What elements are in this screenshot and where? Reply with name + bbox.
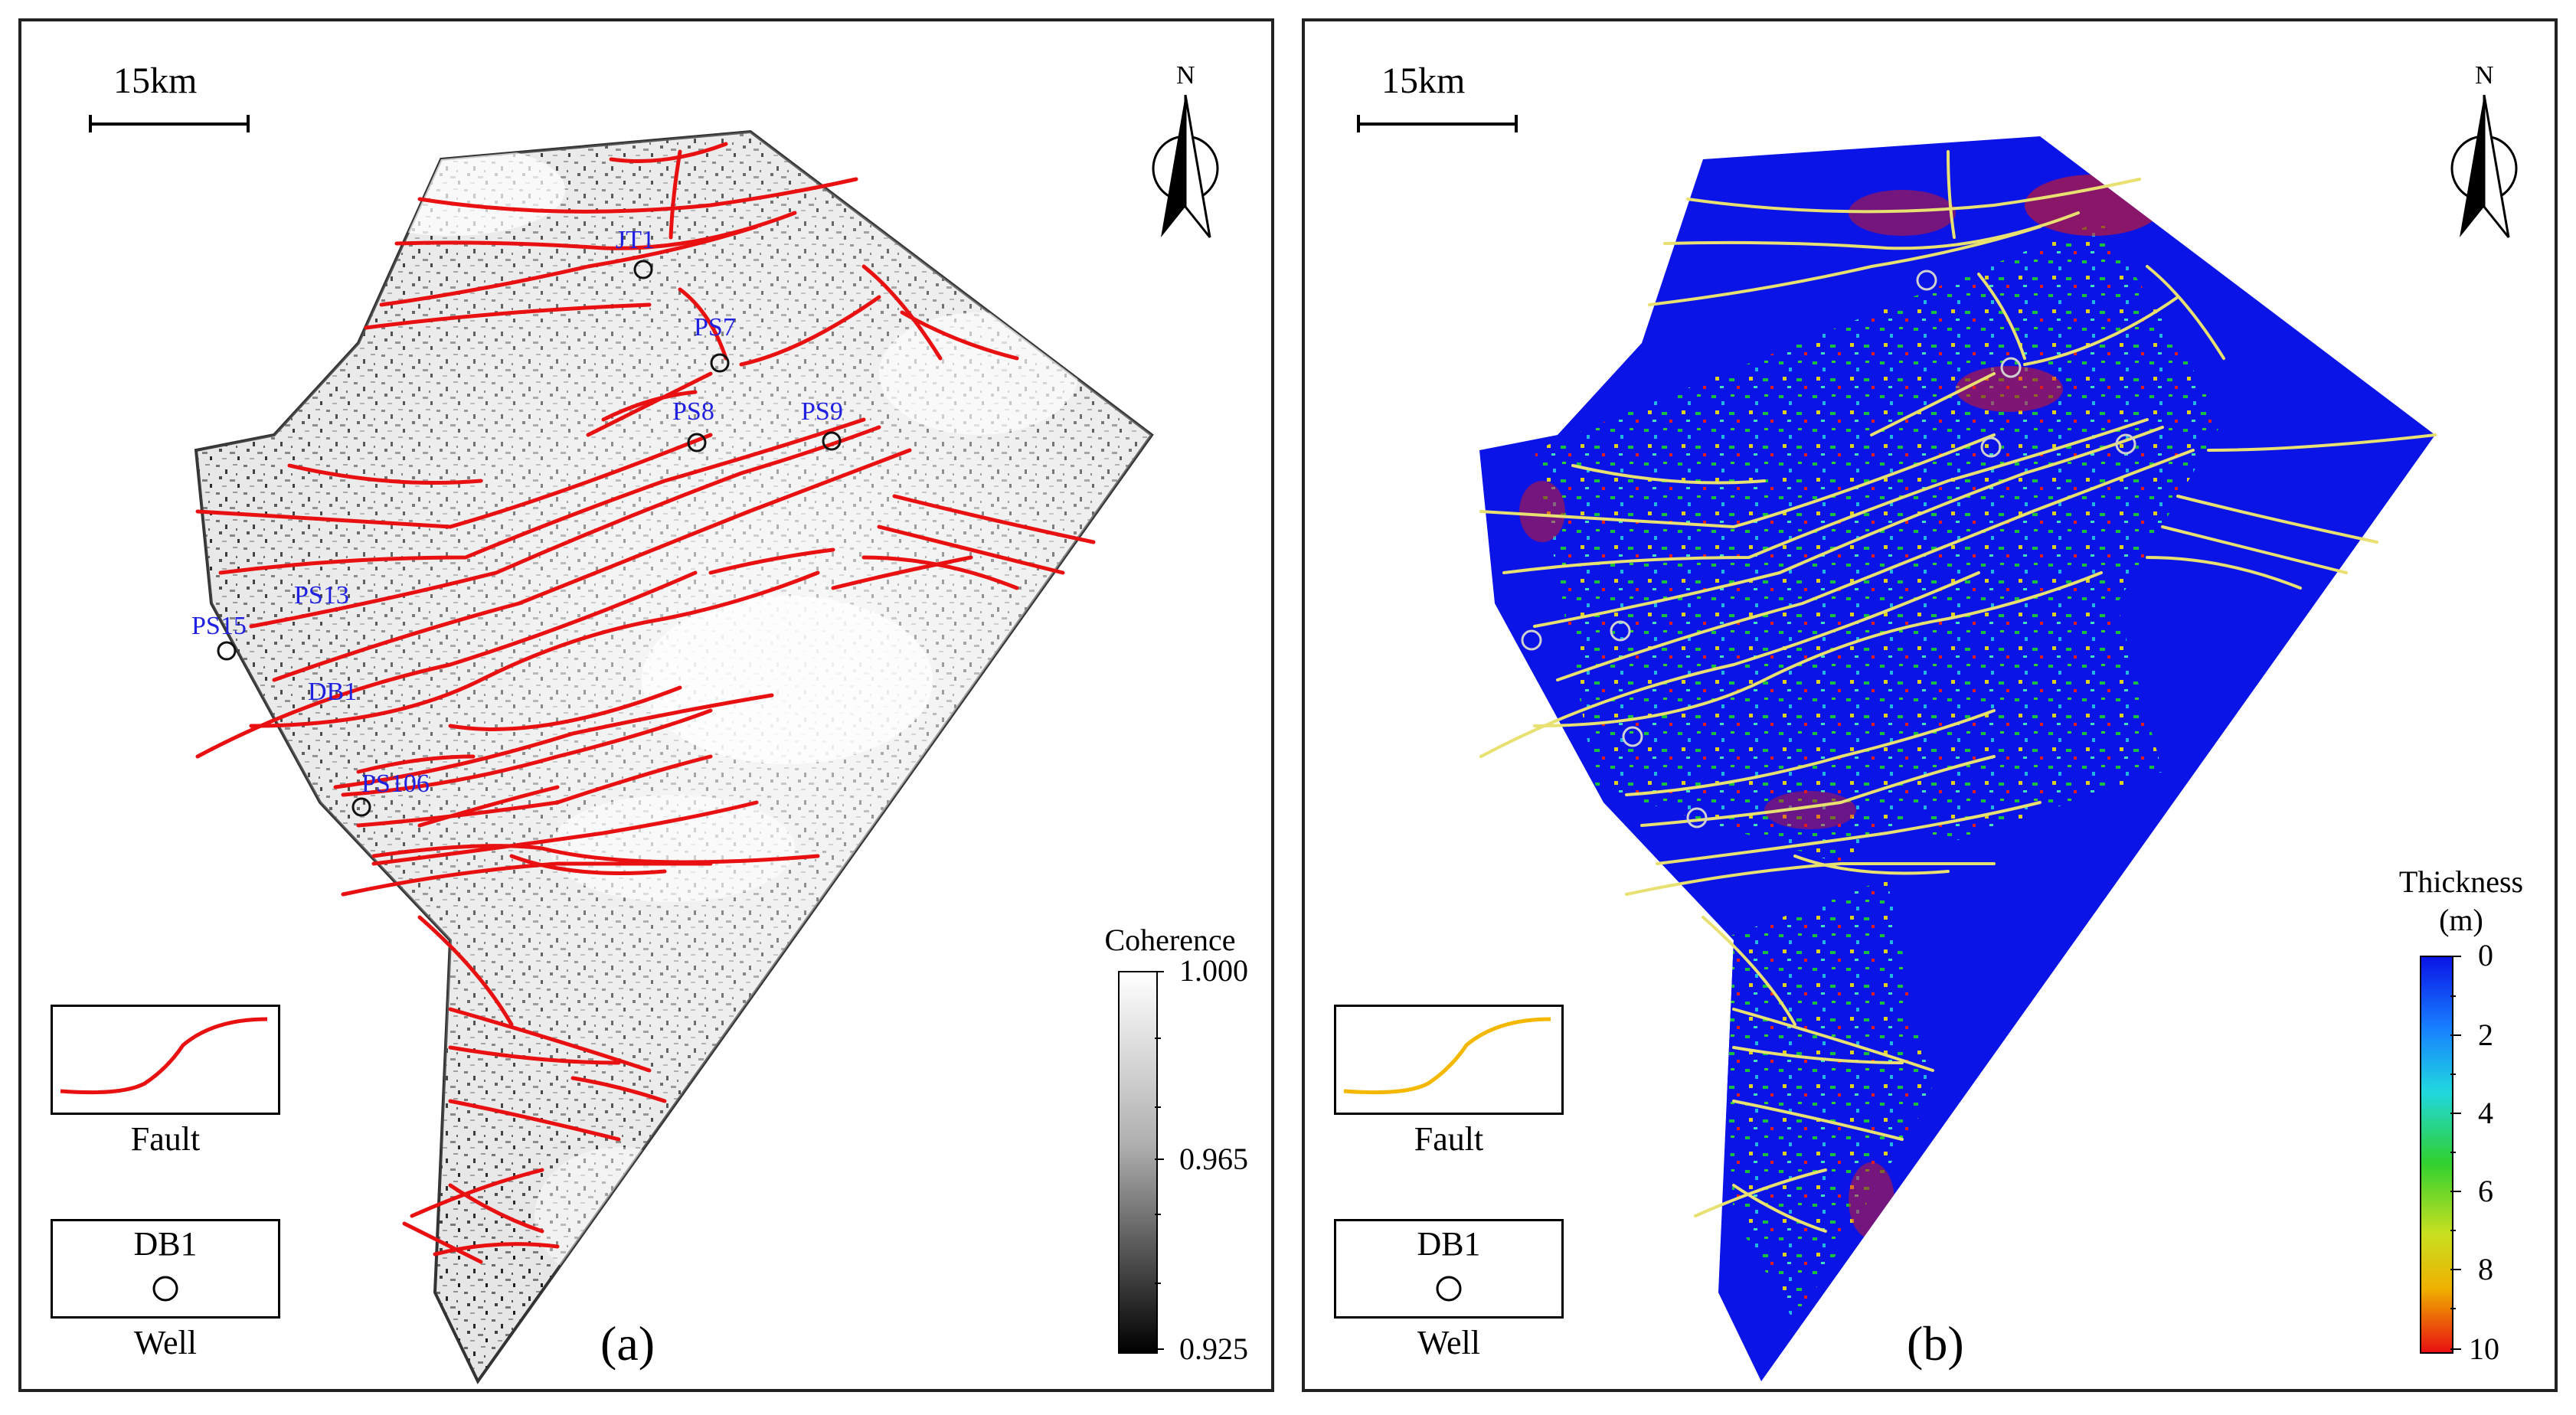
fault-legend-icon <box>1343 1017 1551 1095</box>
coherence-map: JT1 PS7 PS8 PS9 PS13 PS15 DB1 PS106 <box>191 129 1154 1384</box>
scale-bar: 15km <box>1335 60 1535 136</box>
scale-bar: 15km <box>67 60 266 136</box>
panel-a-coherence-map: 15km N <box>18 18 1274 1392</box>
scale-bar-label: 15km <box>1381 60 1466 101</box>
colorbar-title: Thickness <box>2398 864 2524 899</box>
well-labels: JT1 PS7 PS8 PS9 PS13 PS15 DB1 PS106 <box>191 226 843 798</box>
panel-letter: (b) <box>1907 1316 1964 1371</box>
well-label: PS106 <box>361 770 430 798</box>
north-label: N <box>1176 61 1195 90</box>
well-icon <box>152 1276 178 1302</box>
colorbar-tick: 0 <box>2478 938 2493 972</box>
thickness-colorbar <box>2420 956 2453 1354</box>
colorbar-tick: 8 <box>2478 1252 2493 1286</box>
well-marker <box>1622 726 1643 747</box>
coherence-colorbar <box>1118 971 1158 1354</box>
colorbar-tick: 0.965 <box>1179 1142 1248 1176</box>
legend-well-caption: Well <box>1417 1324 1480 1361</box>
well-marker <box>1980 436 2002 458</box>
well-marker <box>633 260 653 279</box>
colorbar-tick: 2 <box>2478 1018 2493 1052</box>
well-marker <box>217 641 237 661</box>
panel-letter: (a) <box>600 1316 655 1371</box>
well-marker <box>1916 270 1937 291</box>
colorbar-unit: (m) <box>2439 903 2483 937</box>
well-label: PS15 <box>191 612 247 640</box>
well-marker <box>710 353 730 373</box>
legend-fault-caption: Fault <box>130 1120 201 1158</box>
well-marker <box>351 797 371 817</box>
north-label: N <box>2475 61 2494 90</box>
well-label: DB1 <box>308 678 357 706</box>
legend-well-sample-label: DB1 <box>133 1225 198 1263</box>
well-marker <box>1610 620 1631 642</box>
legend-well-box: DB1 <box>1334 1219 1564 1319</box>
colorbar-tick: 4 <box>2478 1096 2493 1130</box>
well-marker <box>2115 433 2136 455</box>
well-marker <box>822 431 842 451</box>
well-label: PS7 <box>694 313 736 341</box>
thickness-map <box>1479 136 2437 1381</box>
legend-fault-caption: Fault <box>1414 1120 1484 1158</box>
legend-well-box: DB1 <box>51 1219 280 1319</box>
colorbar-title: Coherence <box>1104 923 1236 957</box>
colorbar-tick: 10 <box>2469 1332 2499 1366</box>
well-marker <box>2000 357 2022 378</box>
legend-well-caption: Well <box>134 1324 197 1361</box>
north-arrow: N <box>2431 61 2538 245</box>
well-marker <box>1521 629 1542 651</box>
colorbar-tick: 6 <box>2478 1174 2493 1208</box>
colorbar-tick: 1.000 <box>1179 953 1248 988</box>
panel-b-thickness-map: 15km N <box>1302 18 2558 1392</box>
wells <box>217 260 842 817</box>
north-arrow: N <box>1132 61 1239 245</box>
colorbar-ticks <box>1155 971 1164 1350</box>
fault-lines <box>1479 150 2437 1233</box>
well-label: JT1 <box>616 226 655 254</box>
well-label: PS9 <box>801 397 843 426</box>
legend-fault-box <box>1334 1005 1564 1115</box>
legend-well-sample-label: DB1 <box>1417 1225 1481 1263</box>
fault-lines <box>195 142 1096 1264</box>
fault-legend-icon <box>60 1017 268 1095</box>
well-marker <box>1686 807 1708 828</box>
well-marker <box>687 433 707 453</box>
north-arrow-icon <box>1152 94 1219 238</box>
well-icon <box>1436 1276 1462 1302</box>
colorbar-tick: 0.925 <box>1179 1332 1248 1366</box>
well-label: PS8 <box>672 397 714 426</box>
north-arrow-icon <box>2450 94 2518 238</box>
wells <box>1521 270 2136 828</box>
scale-bar-label: 15km <box>113 60 198 101</box>
legend-fault-box <box>51 1005 280 1115</box>
well-label: PS13 <box>294 581 349 609</box>
colorbar-ticks <box>2450 956 2461 1350</box>
